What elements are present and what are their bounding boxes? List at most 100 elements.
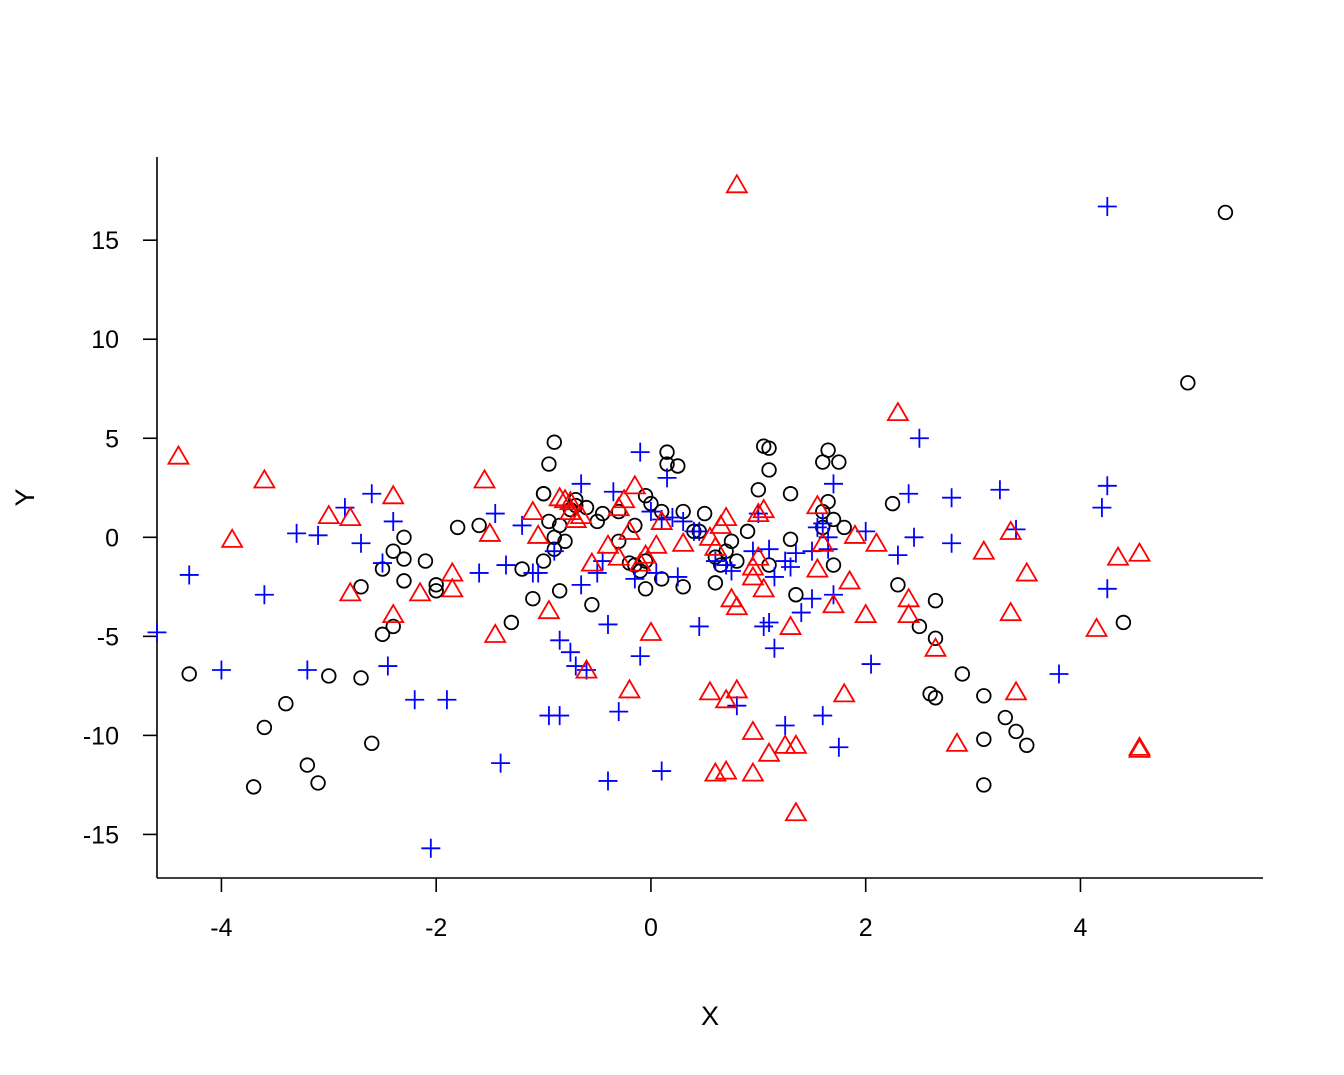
circle-point xyxy=(927,690,944,706)
circle-point xyxy=(503,614,520,631)
circle-point xyxy=(557,533,573,549)
x-tick-label: 0 xyxy=(644,914,658,942)
plus-point xyxy=(861,654,881,674)
triangle-point xyxy=(746,545,770,566)
triangle-point xyxy=(832,682,856,703)
plus-point xyxy=(147,622,167,642)
triangle-point xyxy=(671,531,695,552)
circle-point xyxy=(385,618,401,635)
y-tick-label: 0 xyxy=(105,524,119,552)
plus-point xyxy=(571,474,591,494)
triangle-point xyxy=(650,510,674,530)
circle-point xyxy=(611,503,627,520)
circle-point xyxy=(396,529,412,546)
plus-point xyxy=(378,656,398,676)
plus-point xyxy=(904,527,924,547)
plus-point xyxy=(1097,476,1117,496)
plus-point xyxy=(775,715,795,735)
plus-point xyxy=(485,504,505,524)
triangle-point xyxy=(805,557,829,578)
triangle-point xyxy=(923,636,948,657)
plus-point xyxy=(625,569,645,589)
triangle-point xyxy=(569,504,593,525)
triangle-point xyxy=(703,535,727,556)
circle-point xyxy=(1115,614,1132,631)
plus-point xyxy=(528,563,548,583)
circle-point xyxy=(739,523,756,540)
circle-point xyxy=(514,561,530,577)
plus-point xyxy=(437,690,457,710)
circle-point xyxy=(637,581,654,597)
plus-point xyxy=(362,484,382,504)
plus-point xyxy=(587,563,607,583)
plus-point xyxy=(630,646,650,666)
triangle-point xyxy=(811,531,835,552)
circle-point xyxy=(825,557,842,573)
y-tick-label: 10 xyxy=(91,326,119,354)
plus-point xyxy=(748,504,768,524)
triangle-point xyxy=(617,678,642,699)
triangle-point xyxy=(478,522,502,542)
circle-point xyxy=(884,495,901,512)
x-tick-label: -2 xyxy=(425,914,447,942)
circle-point xyxy=(976,777,992,793)
circle-point xyxy=(568,491,584,508)
circle-point xyxy=(825,511,842,528)
plus-point xyxy=(598,771,618,791)
plus-point xyxy=(1049,664,1069,684)
circle-point xyxy=(637,553,654,569)
circle-point xyxy=(659,444,675,460)
plus-point xyxy=(609,702,629,722)
x-tick-label: 4 xyxy=(1074,914,1088,942)
triangle-point xyxy=(1004,680,1028,701)
plus-point xyxy=(673,511,693,531)
triangle-point xyxy=(381,484,405,505)
plus-point xyxy=(856,521,876,541)
plus-point xyxy=(372,553,392,573)
x-tick-label: -4 xyxy=(210,914,232,942)
triangle-point xyxy=(1085,617,1109,637)
triangle-point xyxy=(381,603,405,624)
plus-point xyxy=(550,630,570,650)
triangle-point xyxy=(617,520,642,540)
plus-point xyxy=(813,513,833,533)
triangle-point xyxy=(548,486,572,507)
triangle-point xyxy=(741,555,765,576)
triangle-point xyxy=(639,621,663,641)
x-tick-label: 2 xyxy=(859,914,873,942)
plus-point xyxy=(405,690,425,710)
circle-point xyxy=(449,519,466,536)
triangle-point xyxy=(746,502,770,523)
triangle-point xyxy=(220,528,244,548)
plus-point xyxy=(721,561,741,581)
triangle-point xyxy=(784,801,808,822)
plus-point xyxy=(646,563,666,583)
triangle-point xyxy=(521,500,545,521)
triangle-point xyxy=(897,603,921,624)
circle-point xyxy=(1008,723,1024,740)
triangle-point xyxy=(580,551,604,572)
triangle-point xyxy=(440,577,464,598)
plus-point xyxy=(942,533,962,553)
triangle-point xyxy=(838,569,862,590)
circle-point xyxy=(761,440,777,456)
plus-point xyxy=(829,737,849,757)
triangle-point xyxy=(1127,737,1152,758)
plus-point xyxy=(211,660,231,680)
plus-point xyxy=(689,521,709,541)
plus-point xyxy=(888,545,908,565)
circle-point xyxy=(278,695,294,712)
circle-point xyxy=(836,519,852,536)
circle-point xyxy=(707,575,724,591)
triangle-point xyxy=(634,543,658,564)
plus-point xyxy=(254,585,274,605)
x-axis-ticks: -4 -2 0 2 4 xyxy=(210,878,1088,942)
plus-point xyxy=(1097,579,1117,599)
circle-point xyxy=(299,757,316,773)
circle-point xyxy=(428,583,444,599)
circle-point xyxy=(321,668,337,684)
triangle-point xyxy=(564,508,588,528)
circle-point xyxy=(820,442,836,458)
circle-point xyxy=(831,454,847,470)
